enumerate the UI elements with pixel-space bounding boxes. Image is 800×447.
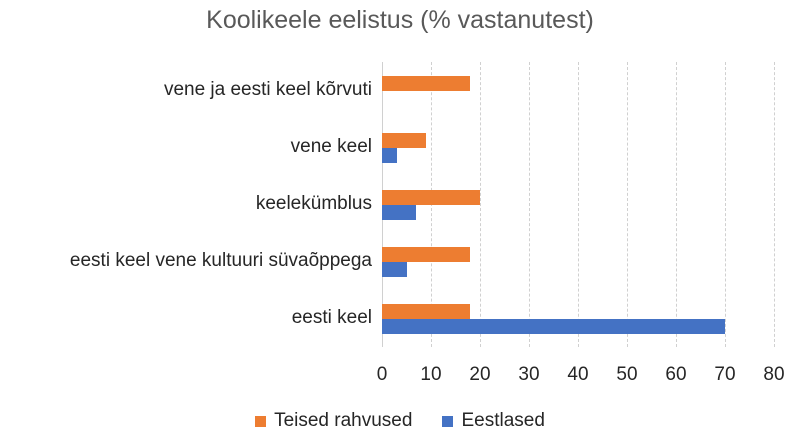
category-label: eesti keel (291, 306, 372, 328)
category-label: vene keel (290, 135, 372, 157)
x-tick-label: 20 (469, 364, 491, 385)
plot-area (382, 62, 775, 347)
gridline (676, 62, 677, 347)
gridline (431, 62, 432, 347)
bar-teised-rahvused[interactable] (382, 303, 471, 319)
legend-swatch-blue (442, 415, 454, 427)
category-label: vene ja eesti keel kõrvuti (163, 78, 372, 100)
x-tick-label: 30 (518, 364, 540, 385)
legend: Teised rahvused Eestlased (0, 410, 800, 432)
legend-swatch-orange (255, 415, 267, 427)
bar-eestlased[interactable] (382, 147, 397, 163)
bar-teised-rahvused[interactable] (382, 75, 471, 91)
bar-teised-rahvused[interactable] (382, 132, 427, 148)
category-label: keelekümblus (255, 192, 372, 214)
x-tick-label: 0 (376, 364, 388, 385)
x-tick-label: 40 (567, 364, 589, 385)
category-label: eesti keel vene kultuuri süvaõppega (69, 249, 372, 271)
legend-item-teised-rahvused[interactable]: Teised rahvused (255, 410, 412, 432)
x-tick-label: 80 (763, 364, 785, 385)
bar-eestlased[interactable] (382, 204, 417, 220)
x-tick-label: 10 (420, 364, 442, 385)
x-tick-label: 60 (665, 364, 687, 385)
bar-teised-rahvused[interactable] (382, 189, 480, 205)
gridline (725, 62, 726, 347)
bar-eestlased[interactable] (382, 261, 407, 277)
gridline (627, 62, 628, 347)
legend-item-eestlased[interactable]: Eestlased (442, 410, 545, 432)
gridline (578, 62, 579, 347)
gridline (774, 62, 775, 347)
bar-teised-rahvused[interactable] (382, 246, 471, 262)
gridline (529, 62, 530, 347)
legend-label: Eestlased (461, 410, 545, 431)
chart-title: Koolikeele eelistus (% vastanutest) (206, 6, 594, 34)
legend-label: Teised rahvused (274, 410, 413, 431)
bar-eestlased[interactable] (382, 318, 725, 334)
gridline (480, 62, 481, 347)
x-tick-label: 50 (616, 364, 638, 385)
x-tick-label: 70 (714, 364, 736, 385)
